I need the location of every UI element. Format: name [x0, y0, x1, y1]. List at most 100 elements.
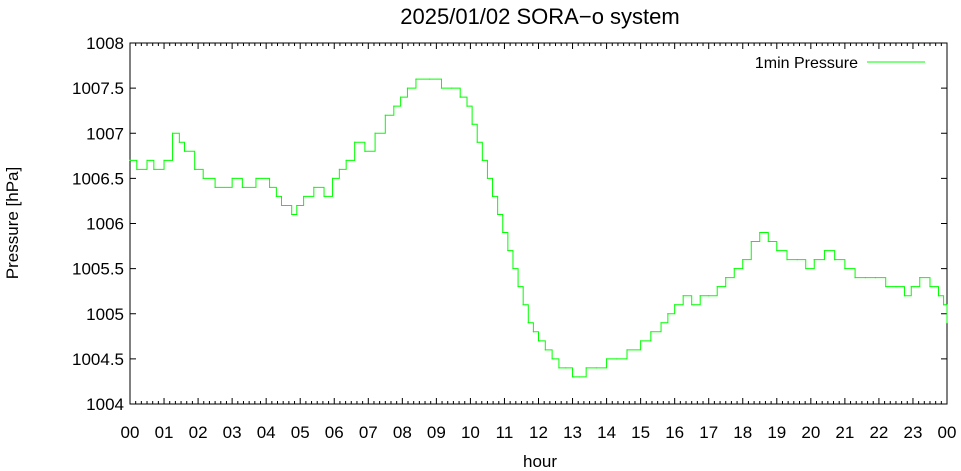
data-point	[476, 141, 478, 143]
x-tick-label: 18	[733, 423, 752, 442]
y-tick-label: 1007	[86, 124, 124, 143]
x-tick-label: 09	[427, 423, 446, 442]
legend: 1min Pressure	[755, 55, 925, 72]
x-tick-label: 00	[938, 423, 957, 442]
data-point	[512, 268, 514, 270]
data-point	[605, 358, 608, 360]
x-tick-label: 22	[869, 423, 888, 442]
data-point	[565, 367, 567, 369]
data-point	[796, 259, 798, 261]
y-tick-label: 1007.5	[72, 79, 124, 98]
data-point	[491, 195, 494, 198]
y-tick-label: 1008	[86, 34, 124, 53]
data-point	[725, 277, 727, 279]
x-tick-label: 15	[631, 423, 650, 442]
y-tick-label: 1005.5	[72, 260, 124, 279]
data-point	[585, 367, 587, 369]
data-point	[946, 322, 948, 324]
data-point	[146, 159, 148, 161]
data-point	[708, 295, 710, 297]
data-point	[823, 249, 826, 252]
data-point	[268, 186, 271, 188]
data-point	[626, 349, 628, 351]
x-tick-label: 19	[767, 423, 786, 442]
data-point	[153, 168, 155, 170]
data-point	[532, 331, 534, 333]
data-point	[255, 177, 257, 179]
y-axis-label: Pressure [hPa]	[3, 167, 22, 279]
x-tick-label: 14	[597, 423, 616, 442]
x-tick-label: 20	[801, 423, 820, 442]
data-point	[338, 168, 340, 170]
data-point	[776, 249, 778, 252]
data-point	[214, 186, 216, 188]
data-point	[481, 159, 483, 161]
data-point	[699, 295, 701, 297]
data-point	[767, 240, 769, 243]
data-point	[183, 150, 186, 152]
data-point	[303, 195, 305, 198]
data-point	[844, 268, 846, 270]
data-point	[691, 304, 693, 306]
data-point	[650, 331, 652, 333]
x-tick-label: 17	[699, 423, 718, 442]
data-point	[813, 259, 815, 261]
x-tick-label: 11	[496, 423, 514, 442]
data-point	[384, 114, 386, 116]
data-point	[507, 249, 509, 252]
series-layer	[129, 78, 948, 378]
data-point	[742, 259, 744, 261]
data-point	[929, 286, 931, 288]
data-point	[241, 186, 243, 188]
y-tick-label: 1006	[86, 215, 124, 234]
data-point	[517, 286, 519, 288]
data-point	[759, 231, 761, 234]
data-point	[660, 322, 662, 324]
data-point	[171, 132, 174, 134]
y-axis: 1004 1004.5 1005 1005.5 1006 1006.5 1007 1007.5…	[72, 34, 947, 414]
data-point	[440, 87, 443, 89]
data-point	[874, 277, 877, 279]
x-tick-label: 05	[291, 423, 310, 442]
data-point	[406, 87, 409, 89]
data-point	[750, 240, 752, 243]
data-point	[537, 340, 540, 342]
data-point	[400, 96, 402, 98]
data-point	[834, 259, 836, 261]
data-point	[178, 141, 180, 143]
data-point	[937, 295, 940, 297]
x-tick-label: 06	[325, 423, 344, 442]
data-point	[578, 376, 580, 378]
data-point	[943, 304, 945, 306]
data-point	[275, 195, 277, 198]
data-point	[486, 177, 489, 179]
data-point	[733, 268, 735, 270]
data-point	[895, 286, 897, 288]
data-point	[527, 322, 529, 324]
data-point	[716, 286, 718, 288]
data-point	[323, 195, 325, 198]
x-tick-label: 03	[223, 423, 242, 442]
x-tick-label: 13	[563, 423, 582, 442]
data-point	[667, 313, 669, 315]
data-point	[854, 277, 856, 279]
chart-title: 2025/01/02 SORA−o system	[400, 4, 679, 29]
y-tick-label: 1006.5	[72, 169, 124, 188]
data-point	[364, 150, 366, 152]
data-point	[129, 159, 131, 161]
data-point	[786, 259, 788, 261]
data-point	[291, 213, 293, 216]
x-tick-label: 23	[903, 423, 922, 442]
y-tick-label: 1004	[86, 395, 124, 414]
data-point	[331, 177, 334, 179]
data-point	[502, 231, 504, 234]
data-point	[805, 268, 807, 270]
data-point	[354, 141, 356, 143]
data-point	[674, 304, 676, 306]
data-point	[313, 186, 315, 188]
data-point	[910, 286, 912, 288]
x-tick-label: 08	[393, 423, 412, 442]
x-tick-label: 04	[257, 423, 276, 442]
x-axis: 00 01 02 03 04 05 06 07 08 09 10 11 12 13 14 15 16 17 18 19…	[121, 43, 957, 442]
